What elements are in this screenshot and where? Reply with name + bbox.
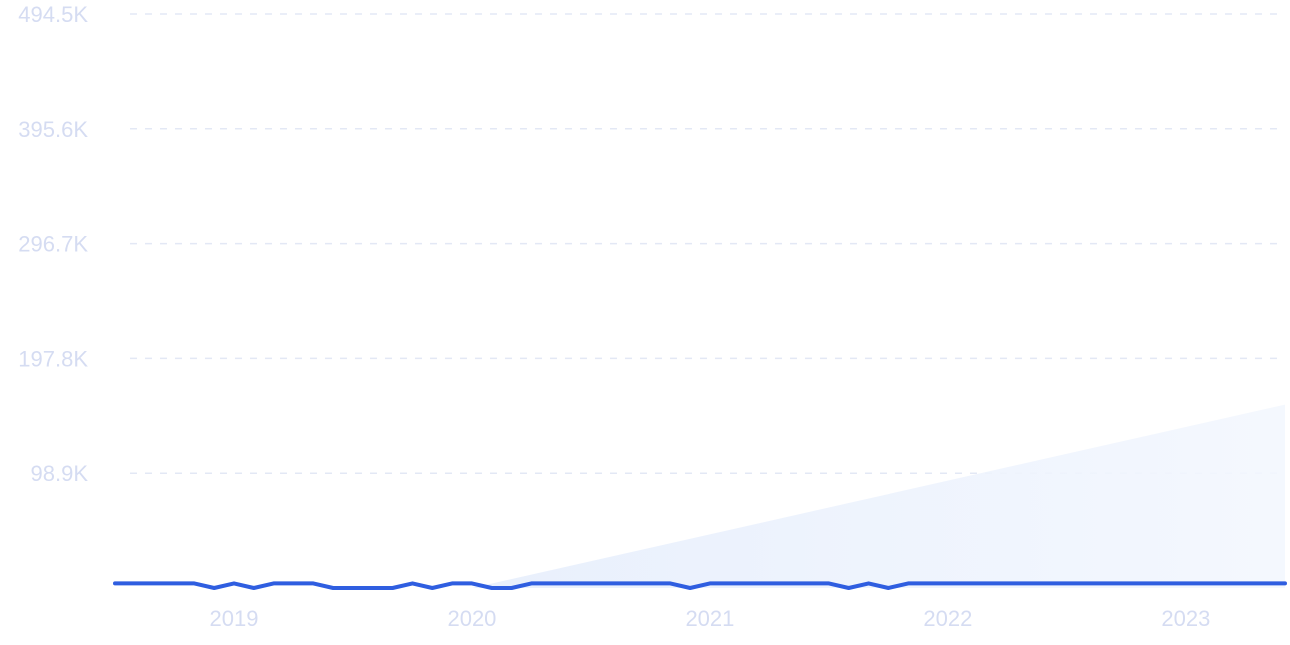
x-tick-label: 2019: [210, 606, 259, 631]
trend-area: [471, 404, 1285, 588]
x-tick-label: 2022: [923, 606, 972, 631]
x-tick-label: 2023: [1161, 606, 1210, 631]
y-tick-label: 494.5K: [18, 2, 88, 27]
y-tick-label: 395.6K: [18, 117, 88, 142]
x-tick-label: 2020: [447, 606, 496, 631]
y-axis-ticks: 494.5K 395.6K 296.7K 197.8K 98.9K: [18, 2, 88, 486]
trend-overlay: [471, 404, 1285, 588]
x-tick-label: 2021: [685, 606, 734, 631]
grid-lines: [130, 13, 1285, 474]
series-line-group: [113, 581, 1287, 590]
y-tick-label: 197.8K: [18, 346, 88, 371]
y-tick-label: 98.9K: [31, 461, 89, 486]
series-line: [113, 581, 1287, 590]
x-axis-ticks: 2019 2020 2021 2022 2023: [210, 606, 1211, 631]
y-tick-label: 296.7K: [18, 232, 88, 257]
